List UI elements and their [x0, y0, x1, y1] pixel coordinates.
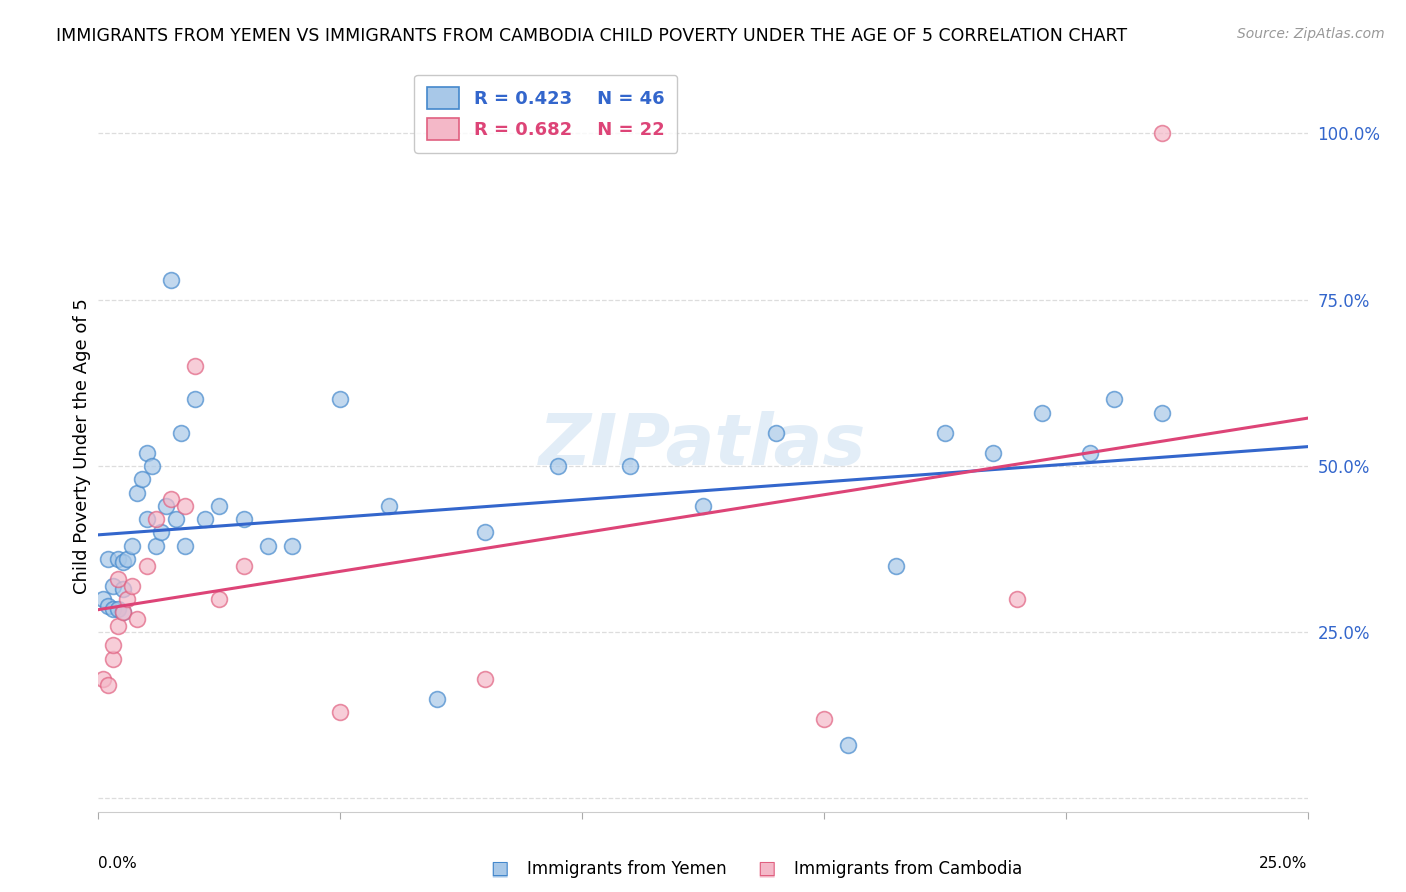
Point: [281, 539, 304, 553]
Point: [101, 652, 124, 666]
Point: [91, 591, 114, 606]
Point: [1078, 445, 1101, 459]
Point: [934, 425, 956, 440]
Legend: R = 0.423    N = 46, R = 0.682    N = 22: R = 0.423 N = 46, R = 0.682 N = 22: [415, 75, 678, 153]
Point: [1152, 127, 1174, 141]
Point: [150, 525, 173, 540]
Point: [97, 678, 120, 692]
Point: [837, 738, 859, 752]
Text: ■: ■: [756, 859, 776, 879]
Point: [619, 458, 641, 473]
Text: □: □: [489, 859, 509, 879]
Point: [194, 512, 217, 526]
Point: [184, 392, 207, 407]
Point: [256, 539, 278, 553]
Point: [165, 512, 187, 526]
Text: ZIPatlas: ZIPatlas: [540, 411, 866, 481]
Point: [692, 499, 714, 513]
Point: [145, 539, 167, 553]
Point: [117, 591, 139, 606]
Point: [135, 512, 157, 526]
Point: [155, 499, 177, 513]
Point: [377, 499, 399, 513]
Point: [232, 512, 254, 526]
Point: [101, 602, 124, 616]
Point: [474, 672, 496, 686]
Point: [547, 458, 569, 473]
Text: Source: ZipAtlas.com: Source: ZipAtlas.com: [1237, 27, 1385, 41]
Point: [1031, 406, 1053, 420]
Point: [111, 605, 134, 619]
Point: [1152, 406, 1174, 420]
Point: [160, 273, 183, 287]
Point: [160, 492, 183, 507]
Point: [107, 602, 129, 616]
Text: Immigrants from Cambodia: Immigrants from Cambodia: [794, 860, 1022, 878]
Point: [174, 539, 197, 553]
Point: [981, 445, 1004, 459]
Point: [131, 472, 153, 486]
Text: 0.0%: 0.0%: [98, 855, 138, 871]
Point: [135, 445, 157, 459]
Point: [121, 579, 143, 593]
Point: [1007, 591, 1029, 606]
Point: [91, 672, 114, 686]
Text: 25.0%: 25.0%: [1260, 855, 1308, 871]
Point: [97, 552, 120, 566]
Text: IMMIGRANTS FROM YEMEN VS IMMIGRANTS FROM CAMBODIA CHILD POVERTY UNDER THE AGE OF: IMMIGRANTS FROM YEMEN VS IMMIGRANTS FROM…: [56, 27, 1128, 45]
Point: [1102, 392, 1125, 407]
Point: [426, 691, 449, 706]
Text: Immigrants from Yemen: Immigrants from Yemen: [527, 860, 727, 878]
Point: [117, 552, 139, 566]
Point: [97, 599, 120, 613]
Point: [127, 612, 149, 626]
Point: [127, 485, 149, 500]
Point: [121, 539, 143, 553]
Point: [101, 639, 124, 653]
Point: [184, 359, 207, 374]
Point: [111, 555, 134, 569]
Point: [329, 705, 352, 719]
Point: [135, 558, 157, 573]
Point: [107, 552, 129, 566]
Point: [232, 558, 254, 573]
Point: [813, 712, 835, 726]
Point: [208, 591, 231, 606]
Point: [886, 558, 908, 573]
Text: □: □: [756, 859, 776, 879]
Point: [208, 499, 231, 513]
Point: [765, 425, 787, 440]
Point: [169, 425, 191, 440]
Point: [101, 579, 124, 593]
Point: [174, 499, 197, 513]
Point: [141, 458, 163, 473]
Point: [329, 392, 352, 407]
Point: [145, 512, 167, 526]
Point: [107, 618, 129, 632]
Point: [111, 605, 134, 619]
Point: [111, 582, 134, 596]
Point: [474, 525, 496, 540]
Text: ■: ■: [489, 859, 509, 879]
Point: [107, 572, 129, 586]
Y-axis label: Child Poverty Under the Age of 5: Child Poverty Under the Age of 5: [73, 298, 91, 594]
